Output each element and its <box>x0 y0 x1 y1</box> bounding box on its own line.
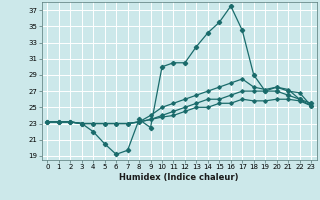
X-axis label: Humidex (Indice chaleur): Humidex (Indice chaleur) <box>119 173 239 182</box>
